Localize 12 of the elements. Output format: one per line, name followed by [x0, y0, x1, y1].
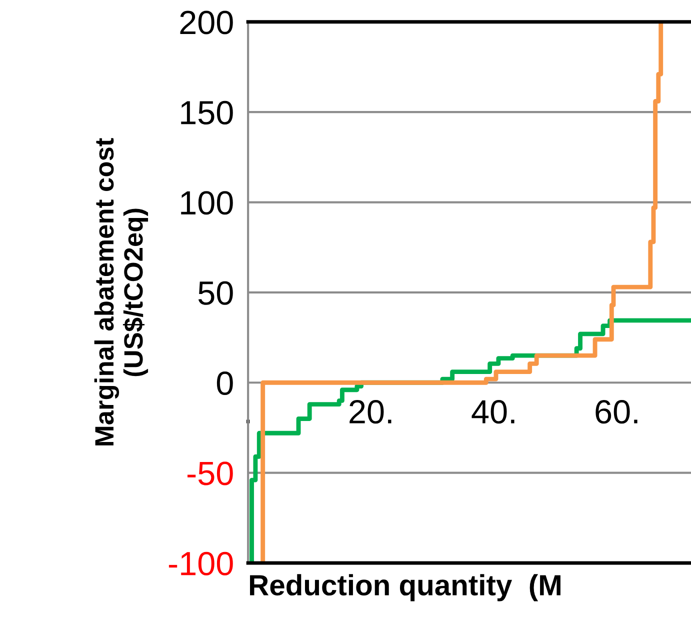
x-tick-label: 60.	[596, 400, 638, 424]
x-tick-label: 40.	[472, 400, 514, 424]
x-tick-label: 20.	[350, 400, 392, 424]
y-tick-label: 200	[180, 10, 233, 34]
y-tick-label: -50	[187, 462, 233, 486]
y-tick-label: 150	[181, 100, 233, 124]
y-tick-label: 100	[181, 191, 233, 215]
y-tick-label: 50	[198, 281, 233, 305]
y-tick-label: 0	[216, 371, 233, 396]
x-axis-title: Reduction quantity (M	[250, 574, 560, 602]
y-axis-title: Marginal abatement cost (US$/tCO2eq)	[94, 138, 148, 446]
y-tick-label: -100	[168, 552, 233, 576]
